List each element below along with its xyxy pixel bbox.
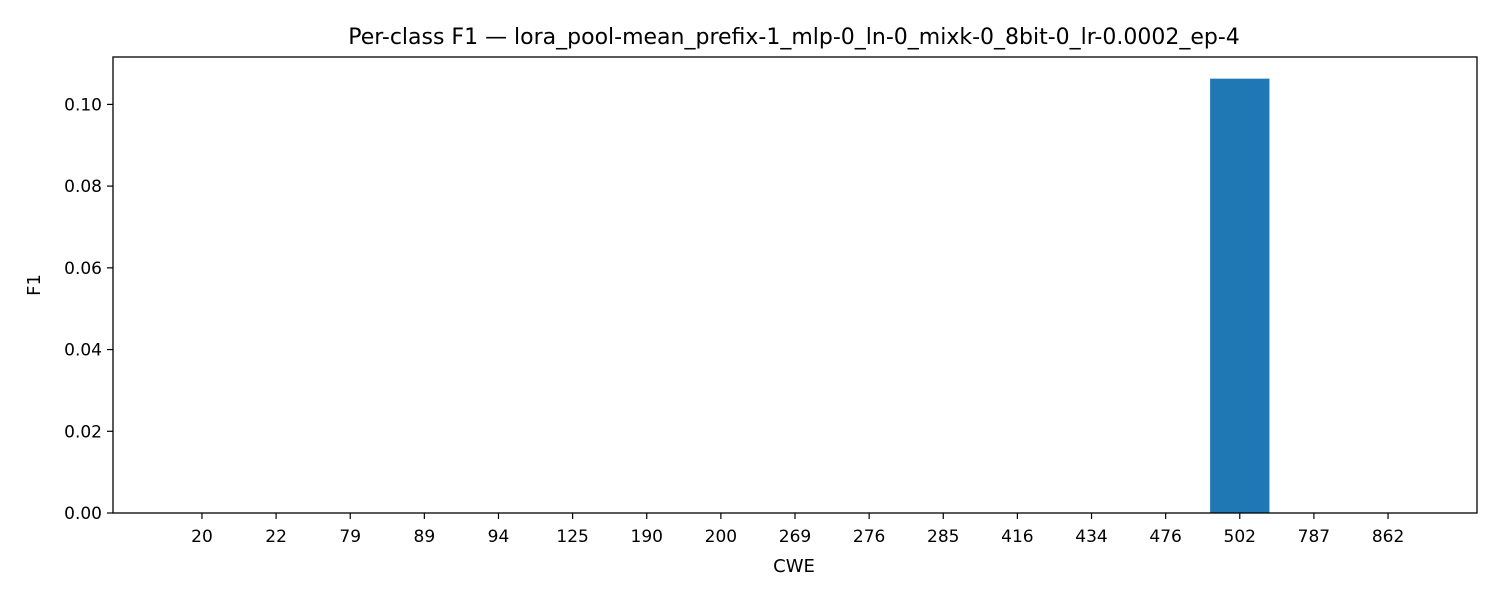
bars-layer [1210,78,1270,513]
x-tick-label: 190 [631,527,663,547]
y-tick-label: 0.04 [64,341,102,361]
y-tick-label: 0.06 [64,259,102,279]
x-tick-label: 787 [1298,527,1330,547]
x-tick-label: 94 [488,527,510,547]
x-tick-label: 20 [191,527,213,547]
x-tick-label: 416 [1001,527,1033,547]
x-axis-label: CWE [773,556,815,577]
x-tick-label: 476 [1149,527,1181,547]
plot-frame [112,56,1478,514]
x-tick-label: 285 [927,527,959,547]
y-axis-ticks: 0.00 0.02 0.04 0.06 0.08 0.10 [64,95,113,524]
y-axis-label: F1 [24,274,45,296]
x-tick-label: 502 [1224,527,1256,547]
x-tick-label: 125 [556,527,588,547]
x-tick-label: 89 [414,527,436,547]
y-tick-label: 0.02 [64,422,102,442]
y-tick-label: 0.00 [64,504,102,524]
x-tick-label: 276 [853,527,885,547]
x-tick-label: 269 [779,527,811,547]
x-tick-label: 79 [339,527,361,547]
bar-cwe-502 [1210,78,1270,513]
x-tick-label: 22 [265,527,287,547]
y-tick-label: 0.08 [64,177,102,197]
x-tick-label: 200 [705,527,737,547]
y-tick-label: 0.10 [64,95,102,115]
x-axis-ticks: 20 22 79 89 94 125 190 200 269 276 285 416 434 476 502… [191,513,1404,547]
chart-title: Per-class F1 — lora_pool-mean_prefix-1_m… [348,25,1240,50]
x-tick-label: 434 [1075,527,1107,547]
x-tick-label: 862 [1372,527,1404,547]
